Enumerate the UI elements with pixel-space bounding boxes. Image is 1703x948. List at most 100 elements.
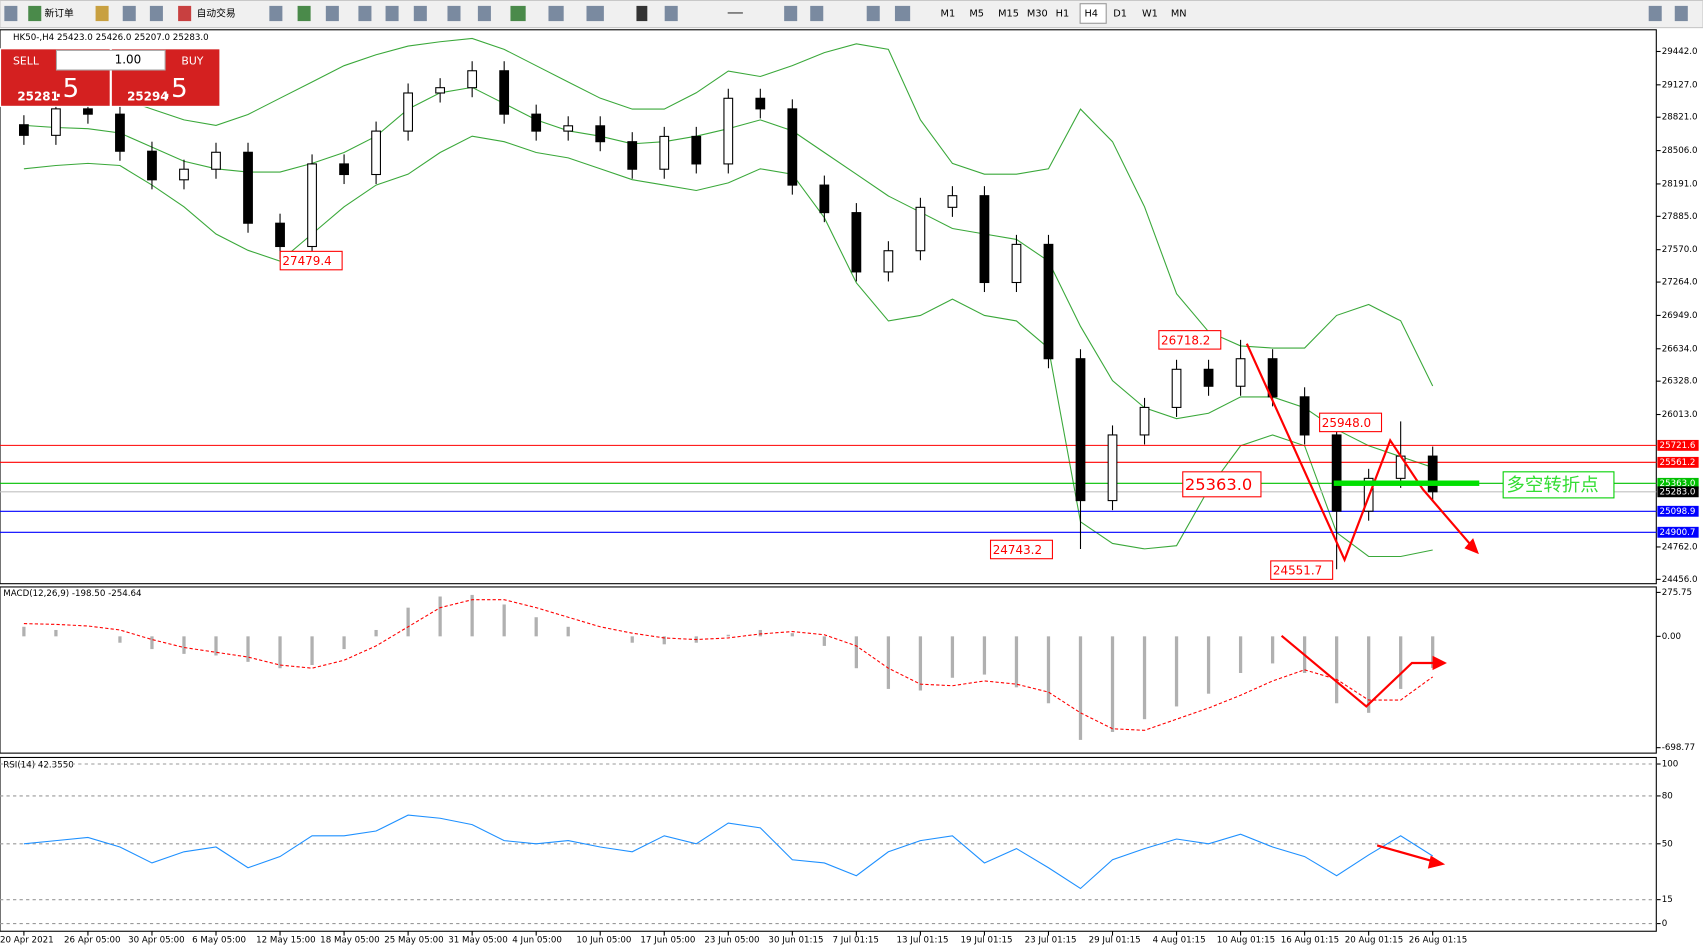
y-tick-label: 29442.0 <box>1662 47 1698 57</box>
icon[interactable] <box>1674 5 1688 22</box>
price-annotation-box <box>1158 330 1222 350</box>
icon[interactable] <box>636 5 648 22</box>
y-tick-label: -698.77 <box>1662 743 1695 753</box>
icon[interactable] <box>447 5 461 22</box>
timeframe-button[interactable]: H4 <box>1084 8 1098 19</box>
y-tick-label: 28191.0 <box>1662 179 1698 189</box>
macd-bar <box>1110 636 1115 732</box>
icon[interactable] <box>269 5 283 22</box>
icon[interactable] <box>477 5 491 22</box>
macd-bar <box>886 636 891 689</box>
timeframe-button[interactable]: M15 <box>998 8 1019 19</box>
icon[interactable] <box>325 5 339 22</box>
icon[interactable] <box>95 5 109 22</box>
icon[interactable] <box>4 5 18 22</box>
toolbar-icons <box>4 5 1688 22</box>
sell-label[interactable]: SELL <box>13 54 39 67</box>
x-tick-label: 16 Aug 01:15 <box>1281 935 1339 945</box>
icon[interactable] <box>810 5 824 22</box>
icon[interactable] <box>28 5 42 22</box>
macd-bar <box>1270 636 1275 664</box>
icon[interactable] <box>586 5 604 22</box>
icon[interactable] <box>297 5 311 22</box>
auto-trading-button[interactable]: 自动交易 <box>197 6 236 19</box>
timeframe-button[interactable]: M5 <box>969 8 984 19</box>
macd-bar <box>1078 636 1083 740</box>
macd-bar <box>1046 636 1051 704</box>
one-click-trading: SELL BUY 1.00 25281 .5 25294 .5 <box>0 48 220 107</box>
timeframe-button[interactable]: M30 <box>1027 8 1048 19</box>
icon[interactable] <box>548 5 564 22</box>
level-tag <box>1657 439 1699 451</box>
level-tag <box>1657 505 1699 517</box>
macd-bar <box>118 636 122 643</box>
search-icon[interactable] <box>1648 5 1662 22</box>
x-tick-label: 13 Jul 01:15 <box>897 935 949 945</box>
candle-body <box>307 163 317 248</box>
y-tick-label: 28506.0 <box>1662 146 1698 156</box>
x-tick-label: 29 Jul 01:15 <box>1089 935 1141 945</box>
price-panel <box>0 29 1657 585</box>
active-timeframe <box>1079 3 1107 24</box>
macd-bar <box>278 636 282 669</box>
y-tick-label: 0.00 <box>1662 632 1681 642</box>
macd-bar <box>726 634 730 637</box>
icon[interactable] <box>727 12 743 14</box>
icon[interactable] <box>149 5 163 22</box>
candle-body <box>275 222 285 248</box>
candle-body <box>243 151 253 224</box>
x-tick-label: 6 May 05:00 <box>192 935 246 945</box>
timeframe-button[interactable]: W1 <box>1142 8 1158 19</box>
icon[interactable] <box>413 5 427 22</box>
new-order-button[interactable]: 新订单 <box>45 6 75 19</box>
icon[interactable] <box>178 5 192 22</box>
candle-body <box>883 250 894 273</box>
macd-bar <box>438 596 442 637</box>
macd-bar <box>54 629 58 637</box>
timeframe-button[interactable]: H1 <box>1056 8 1070 19</box>
x-tick-label: 30 Jun 01:15 <box>768 935 823 945</box>
icon[interactable] <box>784 5 798 22</box>
level-label: 25363.0 <box>1660 479 1696 489</box>
y-tick-label: 80 <box>1662 791 1673 801</box>
buy-label[interactable]: BUY <box>181 54 203 67</box>
bollinger-lower <box>23 135 1433 558</box>
y-tick-label: 28821.0 <box>1662 113 1698 123</box>
x-tick-label: 26 Aug 01:15 <box>1409 935 1467 945</box>
candle-body <box>1075 358 1086 502</box>
candle-body <box>691 135 702 165</box>
candle-body <box>467 70 478 89</box>
timeframe-button[interactable]: D1 <box>1113 8 1127 19</box>
note-box <box>1502 471 1615 499</box>
volume-input[interactable] <box>55 49 166 71</box>
price-annotation-box <box>1182 471 1262 498</box>
icon[interactable] <box>385 5 399 22</box>
arrow-head <box>1427 855 1446 869</box>
x-tick-label: 4 Aug 01:15 <box>1153 935 1206 945</box>
volume-value[interactable]: 1.00 <box>115 53 142 67</box>
timeframe-button[interactable]: MN <box>1171 8 1187 19</box>
candle-body <box>627 141 638 170</box>
macd-bar <box>662 636 666 645</box>
candle-body <box>499 70 510 115</box>
candle-body <box>19 124 29 136</box>
candle-body <box>1331 434 1342 512</box>
timeframes: M1 M5 M15 M30 H1 H4 D1 W1 MN <box>941 3 1187 24</box>
x-tick-label: 18 May 05:00 <box>320 935 379 945</box>
icon[interactable] <box>894 5 911 22</box>
icon[interactable] <box>358 5 372 22</box>
y-tick-label: 0 <box>1662 919 1668 929</box>
macd-bar <box>470 594 474 637</box>
macd-bar <box>630 636 634 643</box>
icon[interactable] <box>866 5 880 22</box>
x-tick-label: 23 Jun 05:00 <box>704 935 759 945</box>
price-annotation: 24551.7 <box>1273 564 1322 578</box>
timeframe-button[interactable]: M1 <box>941 8 956 19</box>
macd-arrow <box>1280 634 1445 708</box>
icon[interactable] <box>510 5 526 22</box>
macd-bar <box>790 633 794 637</box>
icon[interactable] <box>122 5 136 22</box>
y-tick-label: 50 <box>1662 839 1673 849</box>
candle-body <box>371 130 381 176</box>
icon[interactable] <box>664 5 678 22</box>
